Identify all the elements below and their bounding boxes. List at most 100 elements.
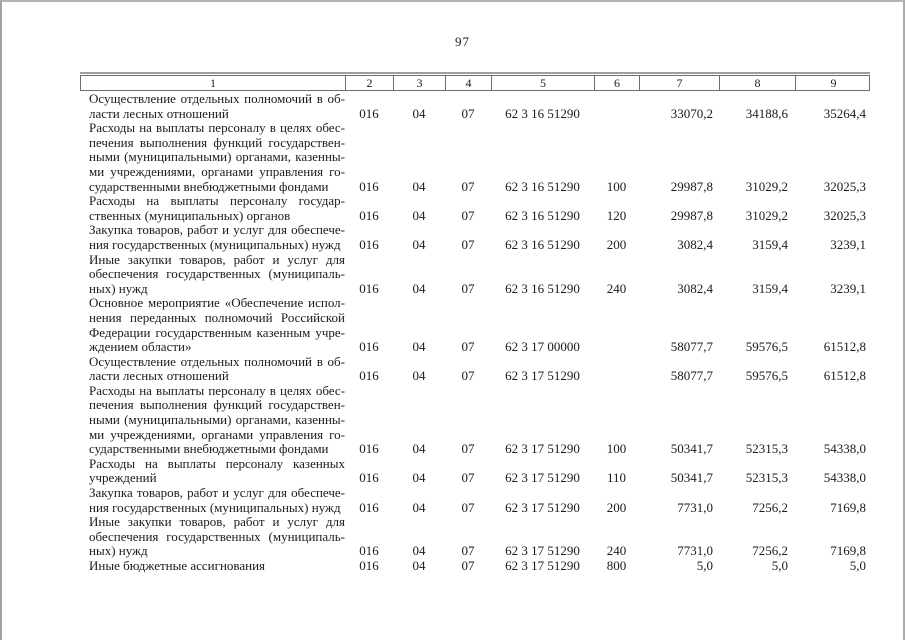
- row-name-line: Закупка товаров, работ и услуг для обесп…: [89, 485, 345, 501]
- row-cell-col8: 31029,2: [745, 207, 788, 223]
- row-cell-col2: 016: [359, 499, 379, 515]
- header-cell-6: 6: [595, 76, 640, 90]
- page-number: 97: [455, 34, 470, 49]
- row-cell-col3: 04: [412, 280, 426, 296]
- row-cell-col5: 62 3 16 51290: [505, 178, 580, 194]
- row-name-line: ми учреждениями, органами управления го-: [89, 163, 345, 179]
- row-cell-col2: 016: [359, 280, 379, 296]
- row-cell-col5: 62 3 16 51290: [505, 236, 580, 252]
- header-cell-3: 3: [394, 76, 446, 90]
- row-cell-col8: 34188,6: [745, 105, 788, 121]
- row-cell-col4: 07: [461, 207, 475, 223]
- row-cell-col5: 62 3 17 51290: [505, 558, 580, 573]
- row-cell-col5: 62 3 16 51290: [505, 207, 580, 223]
- row-cell-col8: 59576,5: [745, 368, 788, 384]
- row-name-cell: Иные бюджетные ассигнования: [80, 558, 345, 574]
- table-top-rule: [80, 72, 870, 75]
- header-cell-1: 1: [81, 76, 346, 90]
- row-cell-col9: 5,0: [849, 558, 866, 573]
- row-cell-col4: 07: [461, 178, 475, 194]
- row-cell-col9: 54338,0: [823, 470, 866, 486]
- header-cell-8: 8: [720, 76, 796, 90]
- row-cell-col4: 07: [461, 368, 475, 384]
- row-name-line: Иные закупки товаров, работ и услуг для: [89, 251, 345, 267]
- row-cell-col2: 016: [359, 441, 379, 457]
- row-cell-col3: 04: [412, 105, 426, 121]
- row-cell-col6: 240: [606, 543, 627, 559]
- table-row: Основное мероприятие «Обеспечение испол-…: [80, 296, 870, 354]
- row-cell-col8: 59576,5: [745, 339, 788, 355]
- row-name-line: сударственными внебюджетными фондами: [89, 441, 329, 457]
- row-cell-col5: 62 3 17 51290: [505, 470, 580, 486]
- row-cell-col8: 7256,2: [752, 543, 788, 559]
- header-cell-2: 2: [346, 76, 394, 90]
- header-cell-4: 4: [446, 76, 492, 90]
- row-cell-col2: 016: [359, 105, 379, 121]
- table-row: Расходы на выплаты персоналу казенных учр…: [80, 455, 870, 486]
- row-cell-col7: 50341,7: [670, 441, 713, 457]
- row-cell-col3: 04: [412, 558, 426, 573]
- row-cell-col4: 07: [461, 236, 475, 252]
- row-cell-col7: 29987,8: [670, 178, 713, 194]
- row-cell-col9: 54338,0: [823, 441, 866, 457]
- row-cell-col8: 31029,2: [745, 178, 788, 194]
- row-cell-col7: 3082,4: [677, 280, 713, 296]
- row-name-line: Расходы на выплаты персоналу в целях обе…: [89, 120, 345, 136]
- row-cell-col3: 04: [412, 236, 426, 252]
- row-name-cell: Закупка товаров, работ и услуг для обесп…: [80, 223, 345, 252]
- row-name-cell: Иные закупки товаров, работ и услуг для о…: [80, 515, 345, 559]
- row-cell-col3: 04: [412, 207, 426, 223]
- row-cell-col3: 04: [412, 368, 426, 384]
- row-name-line: ми учреждениями, органами управления го-: [89, 426, 345, 442]
- row-cell-col5: 62 3 17 51290: [505, 368, 580, 384]
- row-cell-col6: 800: [606, 558, 627, 573]
- row-cell-col9: 61512,8: [823, 339, 866, 355]
- row-cell-col5: 62 3 17 51290: [505, 543, 580, 559]
- row-cell-col4: 07: [461, 558, 475, 573]
- row-name-cell: Расходы на выплаты персоналу казенных учр…: [80, 455, 345, 486]
- row-cell-col9: 32025,3: [823, 178, 866, 194]
- row-cell-col2: 016: [359, 543, 379, 559]
- table-row: Осуществление отдельных полномочий в об-…: [80, 91, 870, 121]
- row-cell-col2: 016: [359, 368, 379, 384]
- table-row: Расходы на выплаты персоналу государ-ств…: [80, 194, 870, 223]
- row-name-cell: Осуществление отдельных полномочий в об-…: [80, 354, 345, 384]
- row-cell-col7: 3082,4: [677, 236, 713, 252]
- row-name-line: ными (муниципальными) органами, казенны-: [89, 149, 345, 165]
- row-cell-col9: 3239,1: [830, 236, 866, 252]
- row-name-line: Закупка товаров, работ и услуг для обесп…: [89, 222, 345, 238]
- row-cell-col9: 61512,8: [823, 368, 866, 384]
- row-cell-col2: 016: [359, 558, 379, 573]
- row-cell-col3: 04: [412, 499, 426, 515]
- row-cell-col9: 7169,8: [830, 499, 866, 515]
- row-cell-col7: 58077,7: [670, 368, 713, 384]
- row-name-line: ния государственных (муниципальных) нужд: [89, 236, 341, 252]
- row-cell-col7: 33070,2: [670, 105, 713, 121]
- row-name-line: печения выполнения функций государствен-: [89, 397, 345, 413]
- row-name-line: Осуществление отдельных полномочий в об-: [89, 91, 345, 106]
- row-cell-col8: 7256,2: [752, 499, 788, 515]
- row-name-cell: Иные закупки товаров, работ и услуг для о…: [80, 251, 345, 297]
- row-name-line: сударственными внебюджетными фондами: [89, 178, 329, 194]
- row-cell-col6: 120: [606, 207, 627, 223]
- row-cell-col7: 7731,0: [677, 543, 713, 559]
- row-cell-col5: 62 3 17 51290: [505, 441, 580, 457]
- row-name-line: Расходы на выплаты персоналу казенных: [89, 455, 345, 471]
- table-row: Иные закупки товаров, работ и услуг для о…: [80, 251, 870, 297]
- row-name-line: учреждений: [89, 470, 157, 486]
- row-name-line: ных) нужд: [89, 280, 148, 296]
- row-cell-col9: 32025,3: [823, 207, 866, 223]
- row-cell-col4: 07: [461, 339, 475, 355]
- row-name-line: Федерации государственным казенным учре-: [89, 324, 345, 340]
- row-cell-col8: 3159,4: [752, 236, 788, 252]
- row-cell-col6: 200: [606, 236, 627, 252]
- row-cell-col8: 5,0: [771, 558, 788, 573]
- row-cell-col7: 58077,7: [670, 339, 713, 355]
- row-cell-col7: 5,0: [696, 558, 713, 573]
- table-body: Осуществление отдельных полномочий в об-…: [80, 91, 870, 574]
- row-cell-col5: 62 3 17 00000: [505, 339, 580, 355]
- row-cell-col7: 50341,7: [670, 470, 713, 486]
- row-name-cell: Осуществление отдельных полномочий в об-…: [80, 91, 345, 121]
